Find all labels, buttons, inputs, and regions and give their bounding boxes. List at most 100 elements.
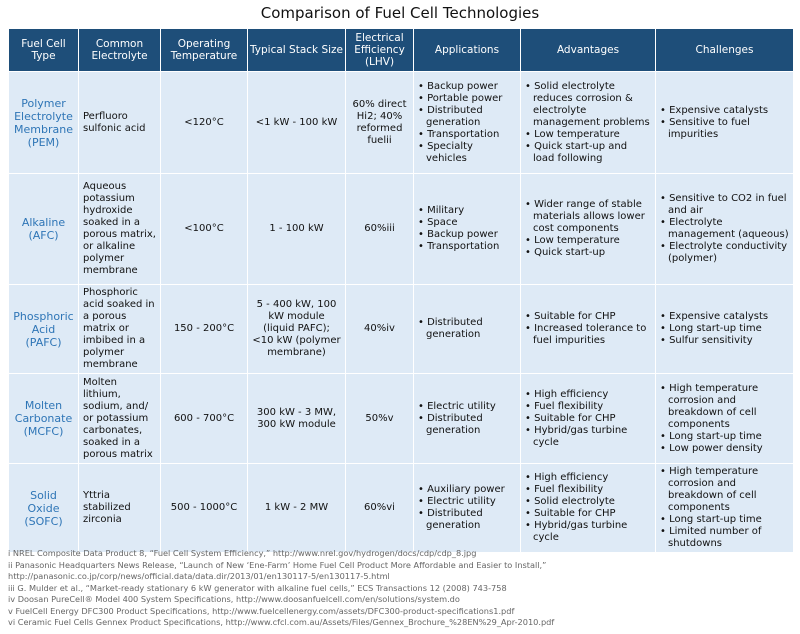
bullet-item: Distributed generation	[418, 508, 516, 532]
table-row: Molten Carbonate (MCFC) Molten lithium, s…	[8, 373, 794, 464]
bullet-item: Suitable for CHP	[525, 311, 651, 323]
bullet-item: Backup power	[418, 229, 516, 241]
cell: 600 - 700°C	[160, 373, 248, 464]
bullet-item: Sensitive to fuel impurities	[660, 117, 789, 141]
cell: Yttria stabilized zirconia	[78, 463, 161, 553]
table-body: Polymer Electrolyte Membrane (PEM) Perflu…	[8, 71, 794, 553]
bullet-item: Wider range of stable materials allows l…	[525, 199, 651, 235]
bullet-list: High temperature corrosion and breakdown…	[660, 466, 789, 550]
bullet-item: Quick start-up	[525, 247, 651, 259]
header-cell: Fuel Cell Type	[8, 28, 79, 72]
bullet-item: Fuel flexibility	[525, 401, 651, 413]
cell: Perfluoro sulfonic acid	[78, 71, 161, 174]
bullet-item: Expensive catalysts	[660, 311, 789, 323]
bullet-item: Transportation	[418, 241, 516, 253]
list-cell: High temperature corrosion and breakdown…	[655, 373, 794, 464]
cell: 150 - 200°C	[160, 284, 248, 374]
cell: Molten lithium, sodium, and/ or potassiu…	[78, 373, 161, 464]
cell: 1 - 100 kW	[247, 173, 346, 285]
footnote: ii Panasonic Headquarters News Release, …	[8, 559, 547, 582]
header-cell: Challenges	[655, 28, 794, 72]
list-cell: Backup powerPortable powerDistributed ge…	[413, 71, 521, 174]
cell: Aqueous potassium hydroxide soaked in a …	[78, 173, 161, 285]
bullet-item: Sensitive to CO2 in fuel and air	[660, 193, 789, 217]
cell: <120°C	[160, 71, 248, 174]
bullet-item: Space	[418, 217, 516, 229]
footnote: iv Doosan PureCell® Model 400 System Spe…	[8, 594, 460, 604]
header-cell: Common Electrolyte	[78, 28, 161, 72]
bullet-item: Low temperature	[525, 235, 651, 247]
header-cell: Electrical Efficiency (LHV)	[345, 28, 414, 72]
list-cell: High efficiencyFuel flexibilitySolid ele…	[520, 463, 656, 553]
footnote: i NREL Composite Data Product 8, “Fuel C…	[8, 548, 477, 558]
footnote: vi Ceramic Fuel Cells Gennex Product Spe…	[8, 617, 555, 627]
type-cell: Solid Oxide (SOFC)	[8, 463, 79, 553]
type-cell: Molten Carbonate (MCFC)	[8, 373, 79, 464]
header-cell: Operating Temperature	[160, 28, 248, 72]
bullet-list: Distributed generation	[418, 317, 516, 341]
bullet-list: Expensive catalystsSensitive to fuel imp…	[660, 105, 789, 141]
bullet-item: Portable power	[418, 93, 516, 105]
table-row: Polymer Electrolyte Membrane (PEM) Perflu…	[8, 71, 794, 174]
bullet-list: MilitarySpaceBackup powerTransportation	[418, 205, 516, 253]
bullet-item: Specialty vehicles	[418, 141, 516, 165]
header-cell: Typical Stack Size	[247, 28, 346, 72]
bullet-item: Distributed generation	[418, 317, 516, 341]
bullet-item: High efficiency	[525, 389, 651, 401]
type-cell: Phosphoric Acid (PAFC)	[8, 284, 79, 374]
bullet-item: Long start-up time	[660, 514, 789, 526]
list-cell: Electric utilityDistributed generation	[413, 373, 521, 464]
bullet-item: Transportation	[418, 129, 516, 141]
header-cell: Advantages	[520, 28, 656, 72]
bullet-list: Wider range of stable materials allows l…	[525, 199, 651, 259]
bullet-item: Long start-up time	[660, 323, 789, 335]
cell: 5 - 400 kW, 100 kW module (liquid PAFC);…	[247, 284, 346, 374]
bullet-list: Solid electrolyte reduces corrosion & el…	[525, 81, 651, 165]
bullet-item: Electric utility	[418, 401, 516, 413]
bullet-item: Fuel flexibility	[525, 484, 651, 496]
header-row: Fuel Cell Type Common Electrolyte Operatin…	[8, 28, 794, 72]
bullet-item: Backup power	[418, 81, 516, 93]
bullet-item: Auxiliary power	[418, 484, 516, 496]
bullet-list: Backup powerPortable powerDistributed ge…	[418, 81, 516, 165]
bullet-list: Auxiliary powerElectric utilityDistribut…	[418, 484, 516, 532]
bullet-item: Solid electrolyte	[525, 496, 651, 508]
cell: <100°C	[160, 173, 248, 285]
bullet-list: Sensitive to CO2 in fuel and airElectrol…	[660, 193, 789, 265]
bullet-item: High temperature corrosion and breakdown…	[660, 466, 789, 514]
title: Comparison of Fuel Cell Technologies	[260, 4, 540, 22]
list-cell: Solid electrolyte reduces corrosion & el…	[520, 71, 656, 174]
cell: 60%vi	[345, 463, 414, 553]
cell: 50%v	[345, 373, 414, 464]
table-row: Solid Oxide (SOFC) Yttria stabilized zirc…	[8, 463, 794, 553]
bullet-item: High efficiency	[525, 472, 651, 484]
bullet-item: Quick start-up and load following	[525, 141, 651, 165]
list-cell: Auxiliary powerElectric utilityDistribut…	[413, 463, 521, 553]
type-cell: Polymer Electrolyte Membrane (PEM)	[8, 71, 79, 174]
bullet-list: High efficiencyFuel flexibilitySolid ele…	[525, 472, 651, 544]
bullet-item: Low power density	[660, 443, 789, 455]
cell: 1 kW - 2 MW	[247, 463, 346, 553]
list-cell: Suitable for CHPIncreased tolerance to f…	[520, 284, 656, 374]
bullet-item: Distributed generation	[418, 413, 516, 437]
list-cell: Wider range of stable materials allows l…	[520, 173, 656, 285]
list-cell: High efficiencyFuel flexibilitySuitable …	[520, 373, 656, 464]
table-row: Phosphoric Acid (PAFC) Phosphoric acid so…	[8, 284, 794, 374]
bullet-item: High temperature corrosion and breakdown…	[660, 383, 789, 431]
cell: <1 kW - 100 kW	[247, 71, 346, 174]
bullet-list: Expensive catalystsLong start-up timeSul…	[660, 311, 789, 347]
list-cell: Distributed generation	[413, 284, 521, 374]
cell: 60% direct Hi2; 40% reformed fuelii	[345, 71, 414, 174]
bullet-item: Electrolyte conductivity (polymer)	[660, 241, 789, 265]
bullet-item: Electrolyte management (aqueous)	[660, 217, 789, 241]
bullet-list: High efficiencyFuel flexibilitySuitable …	[525, 389, 651, 449]
footnote: v FuelCell Energy DFC300 Product Specifi…	[8, 605, 515, 616]
footnote: iii G. Mulder et al., “Market-ready stat…	[8, 582, 507, 593]
bullet-item: Hybrid/gas turbine cycle	[525, 520, 651, 544]
bullet-item: Suitable for CHP	[525, 413, 651, 425]
bullet-item: Electric utility	[418, 496, 516, 508]
bullet-item: Distributed generation	[418, 105, 516, 129]
cell: 40%iv	[345, 284, 414, 374]
bullet-item: Limited number of shutdowns	[660, 526, 789, 550]
